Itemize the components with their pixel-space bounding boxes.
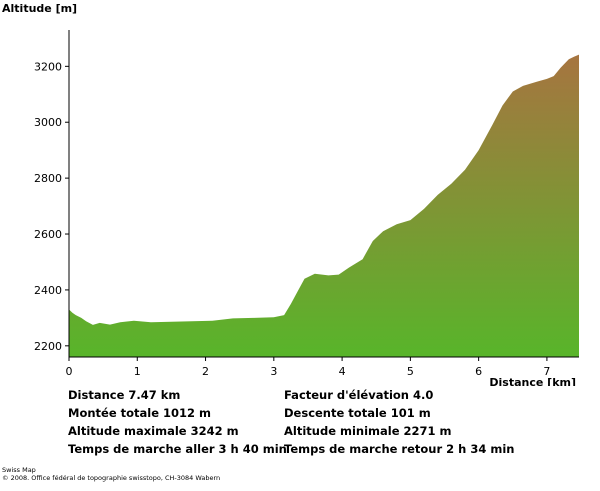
y-axis-title: Altitude [m] [2, 2, 77, 15]
x-tick-label: 1 [134, 365, 141, 378]
y-tick-label: 2800 [34, 172, 62, 185]
footer-title: Swiss Map [2, 466, 36, 474]
x-tick-label: 7 [543, 365, 550, 378]
x-tick-label: 4 [339, 365, 346, 378]
y-tick-label: 2400 [34, 284, 62, 297]
x-tick-label: 5 [407, 365, 414, 378]
footer-copyright: © 2008. Office fédéral de topographie sw… [2, 474, 221, 482]
x-tick-label: 0 [66, 365, 73, 378]
y-tick-label: 3200 [34, 60, 62, 73]
stat-total-ascent: Montée totale 1012 m [68, 406, 212, 420]
stat-elevation-factor: Facteur d'élévation 4.0 [284, 388, 434, 402]
y-tick-label: 2200 [34, 340, 62, 353]
y-tick-label: 2600 [34, 228, 62, 241]
x-tick-label: 2 [202, 365, 209, 378]
elevation-profile-area [69, 54, 579, 357]
x-axis-ticks: 0 1 2 3 4 5 6 7 [66, 357, 550, 378]
stat-total-descent: Descente totale 101 m [284, 406, 431, 420]
x-axis-title: Distance [km] [489, 376, 576, 386]
y-axis-ticks: 2200 2400 2600 2800 3000 3200 [34, 60, 69, 353]
stat-walk-time-out: Temps de marche aller 3 h 40 min [68, 442, 287, 456]
stat-distance: Distance 7.47 km [68, 388, 181, 402]
stat-min-altitude: Altitude minimale 2271 m [284, 424, 452, 438]
elevation-chart: Altitude [m] 2200 2400 2600 2800 3000 3200 0 1… [2, 2, 579, 386]
stat-max-altitude: Altitude maximale 3242 m [68, 424, 239, 438]
x-tick-label: 3 [270, 365, 277, 378]
stat-walk-time-back: Temps de marche retour 2 h 34 min [284, 442, 515, 456]
y-tick-label: 3000 [34, 116, 62, 129]
x-tick-label: 6 [475, 365, 482, 378]
